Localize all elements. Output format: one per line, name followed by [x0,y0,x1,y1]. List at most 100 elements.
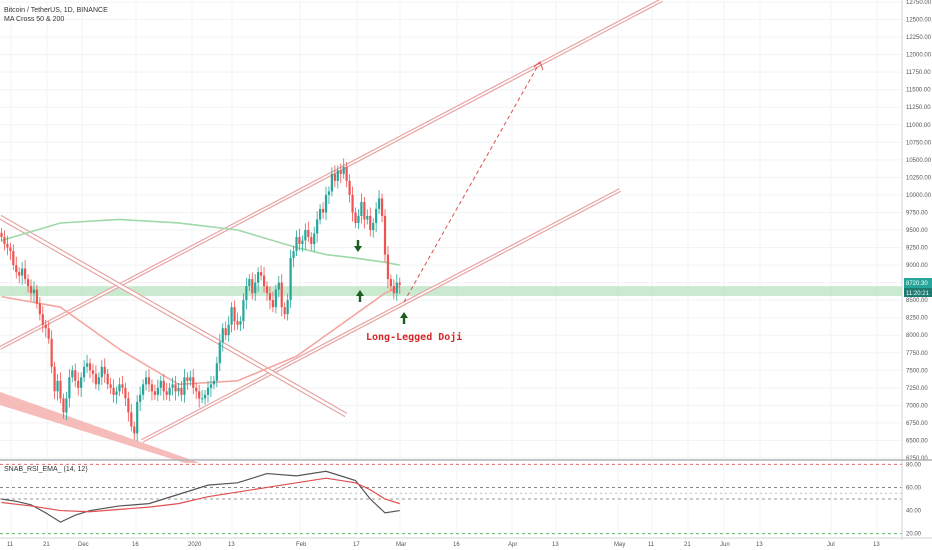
price-tick-label: 10250.00 [906,175,932,181]
price-tick-label: 9250.00 [906,246,928,252]
price-tick-label: 8000.00 [906,333,928,339]
price-tick-label: 9500.00 [906,228,928,234]
candle-body [32,289,36,294]
candle-body [239,321,242,325]
candle-body [177,387,180,392]
candle-body [50,338,53,367]
candle-body [103,366,106,374]
chart-title: Bitcoin / TetherUS, 1D, BINANCE [4,7,108,14]
trendlines [0,0,663,463]
candle-body [174,384,177,392]
price-tick-label: 7250.00 [906,386,928,392]
date-tick-label: 11 [648,542,655,548]
candle-body [286,300,289,315]
candle-body [395,282,398,294]
candle-body [251,279,254,294]
date-tick-label: Feb [296,542,307,548]
rsi-tick-label: 20.00 [906,532,922,538]
candle-body [139,394,142,402]
candle-body [74,370,77,381]
candle-body [15,265,18,273]
candle-body [24,268,27,280]
price-tick-label: 12750.00 [906,0,932,6]
candle-body [65,398,68,413]
candle-body [274,289,277,308]
candle-body [162,380,165,392]
candle-body [360,201,363,216]
candle-body [369,215,372,230]
date-tick-label: Dec [78,542,89,548]
candle-body [310,237,313,245]
candle-body [280,282,283,308]
candle-body [298,237,301,245]
candle-body [85,363,89,367]
rsi-panel [0,463,902,535]
date-tick-label: 13 [873,542,880,548]
candle-body [56,380,59,392]
price-tick-label: 6500.00 [906,438,928,444]
candle-body [307,230,310,238]
candle-body [186,377,189,381]
price-tick-label: 8500.00 [906,298,928,304]
candle-body [221,328,224,343]
candle-body [26,279,30,287]
candle-body [71,370,74,378]
candle-body [124,387,127,399]
price-tick-label: 12250.00 [906,35,932,41]
candle-body [100,366,103,378]
candle-body [44,324,47,329]
candle-body [248,279,251,287]
candle-body [257,272,260,283]
candle-body [201,398,204,400]
candle-body [330,173,333,192]
candle-body [38,303,41,315]
candle-body [153,391,156,395]
date-tick-label: May [614,542,625,548]
candle-body [333,173,336,181]
candle-body [29,286,33,294]
candle-body [218,342,221,364]
candle-body [130,412,133,427]
candle-body [245,286,248,301]
date-tick-label: 11 [7,542,14,548]
candles [0,158,401,442]
candle-body [53,366,56,392]
rsi-line [1,470,400,523]
price-tick-label: 11750.00 [906,70,931,76]
price-tick-label: 7500.00 [906,368,928,374]
candle-body [236,321,239,325]
candle-body [283,307,286,315]
candle-body [189,377,192,381]
price-tick-label: 10500.00 [906,158,932,164]
price-tick-label: 11000.00 [906,123,931,129]
price-tick-label: 6750.00 [906,421,928,427]
candle-body [59,380,62,399]
rsi-tick-label: 60.00 [906,485,922,491]
price-tick-label: 9750.00 [906,210,928,216]
price-tick-label: 10000.00 [906,193,932,199]
candle-body [354,212,357,223]
date-tick-label: 21 [43,542,50,548]
candle-body [115,391,118,395]
candle-body [321,208,325,213]
candle-body [144,377,148,385]
date-tick-label: 16 [453,542,460,548]
trendline-inner [141,189,621,442]
candle-body [260,272,263,276]
candle-body [380,198,384,216]
date-tick-label: Mar [396,542,406,548]
candle-body [109,384,112,388]
candle-body [233,307,236,322]
doji-annotation: Long-Legged Doji [366,331,462,343]
support-zone [0,286,902,296]
candle-body [230,307,233,325]
up-arrow-small [356,290,364,302]
candle-body [80,377,83,388]
date-tick-label: 13 [552,542,559,548]
date-tick-label: 17 [353,542,360,548]
candle-body [215,363,218,381]
price-tick-label: 9000.00 [906,263,928,269]
candle-body [254,282,257,294]
trendline-inner [0,215,347,417]
